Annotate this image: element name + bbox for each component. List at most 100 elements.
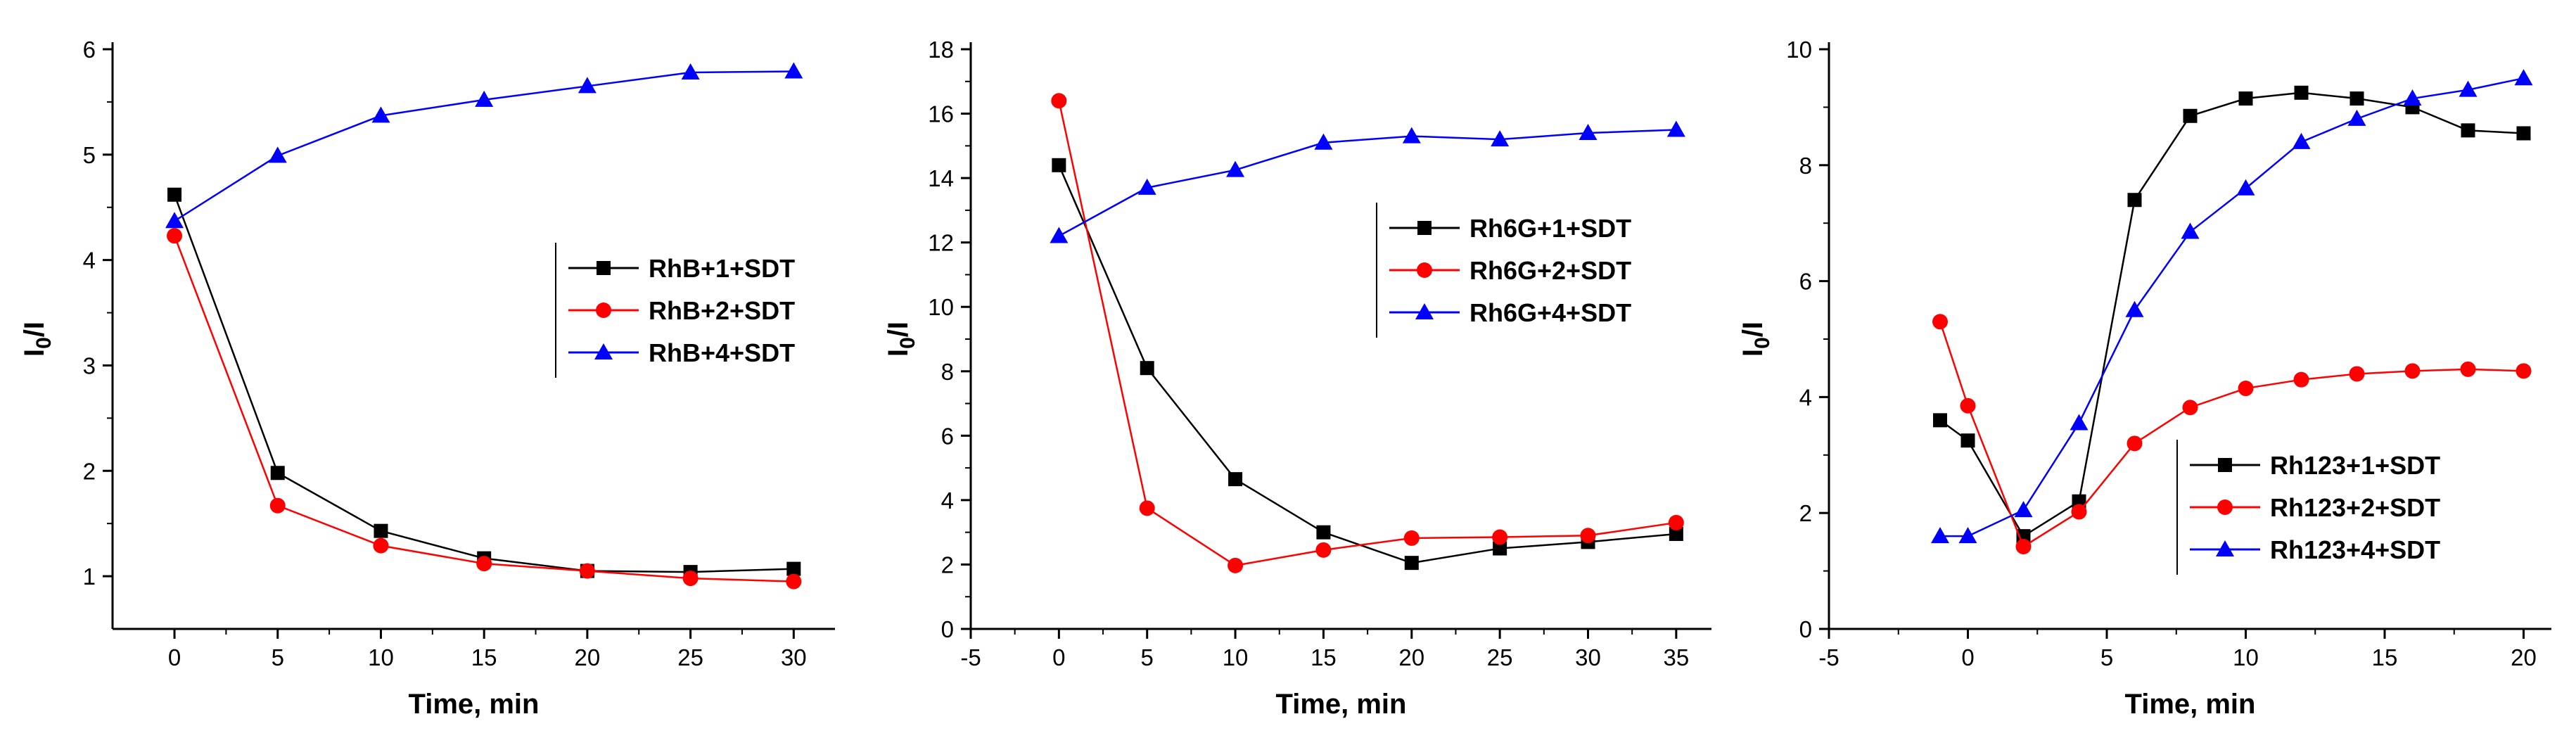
series-line (1058, 165, 1676, 564)
x-tick-label: 30 (1575, 644, 1601, 670)
legend-marker (1415, 303, 1434, 319)
legend-marker (597, 261, 611, 275)
legend-label: Rh6G+1+SDT (1469, 214, 1631, 243)
data-point (786, 573, 802, 590)
x-tick-label: 5 (2100, 644, 2113, 670)
data-point (1315, 542, 1332, 558)
x-tick-label: -5 (1818, 644, 1839, 670)
data-point (2236, 179, 2255, 196)
y-tick-label: 2 (1799, 500, 1812, 526)
data-point (2292, 132, 2311, 149)
data-point (2125, 300, 2144, 317)
data-point (1228, 557, 1244, 573)
data-point (786, 561, 801, 576)
x-tick-label: 20 (575, 644, 601, 670)
y-tick-label: 1 (83, 563, 96, 590)
data-point (2404, 363, 2421, 379)
y-tick-label: 16 (928, 101, 954, 127)
y-tick-label: 0 (1799, 616, 1812, 642)
series-RhB+4+SDT (165, 62, 803, 229)
data-point (2347, 109, 2366, 126)
data-point (1052, 158, 1066, 172)
data-point (2127, 193, 2142, 208)
data-point (2072, 494, 2086, 509)
x-tick-label: 30 (781, 644, 807, 670)
series-Rh123+2+SDT (1932, 314, 2532, 554)
legend-marker (1417, 221, 1432, 235)
series-line (1939, 91, 2524, 537)
data-point (2015, 538, 2032, 554)
data-point (2238, 91, 2253, 106)
x-tick-label: 25 (677, 644, 703, 670)
data-point (2294, 85, 2309, 100)
data-point (1140, 361, 1154, 376)
series-Rh6G+4+SDT (1050, 120, 1685, 243)
data-point (1226, 160, 1245, 177)
data-point (579, 563, 595, 579)
data-point (2293, 371, 2309, 388)
x-tick-label: 20 (1398, 644, 1424, 670)
data-point (1960, 433, 1975, 448)
data-point (1932, 314, 1948, 330)
data-point (2516, 363, 2532, 379)
y-tick-label: 4 (1799, 384, 1812, 410)
data-point (2127, 435, 2143, 452)
data-point (1931, 527, 1949, 544)
x-tick-label: 10 (2233, 644, 2259, 670)
series-line (173, 235, 794, 582)
series-Rh6G+2+SDT (1051, 93, 1684, 573)
data-point (1403, 530, 1420, 546)
legend: Rh123+1+SDT Rh123+2+SDT Rh123+4+SDT (2176, 440, 2440, 575)
legend-label: RhB+4+SDT (649, 338, 795, 367)
data-point (2516, 126, 2531, 141)
y-tick-label: 4 (941, 488, 954, 514)
legend-marker (1417, 262, 1432, 278)
data-point (2349, 366, 2365, 382)
data-point (371, 106, 390, 123)
x-tick-label: 0 (1052, 644, 1065, 670)
y-tick-label: 12 (928, 230, 954, 256)
data-point (373, 537, 389, 554)
legend-marker (2217, 499, 2233, 515)
data-point (270, 466, 285, 480)
y-tick-label: 6 (1799, 269, 1812, 295)
legend-label: Rh6G+4+SDT (1469, 298, 1631, 327)
y-tick-label: 4 (83, 248, 96, 274)
chart-1: 0 5 10 15 20 25 30 1 2 3 4 5 6 Time, min I0/I RhB+1+SDT… (19, 37, 835, 720)
y-tick-label: 6 (941, 423, 954, 449)
data-point (682, 571, 699, 587)
series-RhB+1+SDT (167, 187, 801, 580)
data-point (1580, 528, 1596, 544)
data-point (2459, 80, 2478, 97)
x-tick-label: 10 (368, 644, 394, 670)
y-tick-label: 3 (83, 352, 96, 378)
data-point (2182, 400, 2198, 416)
data-point (2514, 69, 2533, 86)
data-point (681, 63, 700, 79)
x-tick-label: 15 (2372, 644, 2398, 670)
legend-marker (2218, 458, 2232, 472)
data-point (1316, 525, 1331, 540)
data-point (2238, 381, 2254, 397)
data-point (1228, 472, 1243, 487)
data-point (1579, 124, 1598, 141)
legend-label: Rh123+4+SDT (2270, 535, 2440, 564)
x-axis-title: Time, min (1276, 689, 1407, 720)
y-tick-label: 2 (83, 458, 96, 484)
y-tick-label: 0 (941, 616, 954, 642)
x-tick-label: 5 (272, 644, 284, 670)
data-point (165, 212, 184, 229)
legend-marker (2216, 540, 2234, 556)
data-point (2070, 414, 2089, 431)
legend-marker (596, 303, 611, 318)
data-point (2403, 89, 2422, 106)
data-point (578, 77, 597, 94)
x-tick-label: 25 (1487, 644, 1513, 670)
legend-label: Rh6G+2+SDT (1469, 256, 1631, 285)
series-RhB+2+SDT (167, 228, 802, 590)
data-point (1050, 227, 1069, 243)
data-point (1933, 413, 1947, 428)
data-point (2181, 222, 2200, 239)
